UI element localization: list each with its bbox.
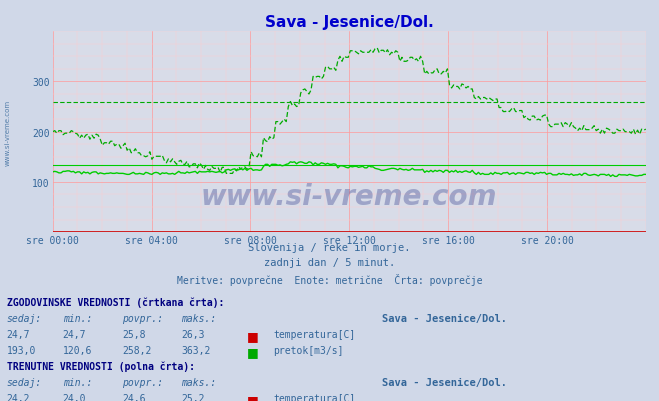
- Text: Slovenija / reke in morje.: Slovenija / reke in morje.: [248, 243, 411, 253]
- Text: 24,0: 24,0: [63, 393, 86, 401]
- Text: ■: ■: [247, 345, 259, 358]
- Text: www.si-vreme.com: www.si-vreme.com: [201, 182, 498, 210]
- Text: 26,3: 26,3: [181, 329, 205, 339]
- Text: sedaj:: sedaj:: [7, 377, 42, 387]
- Text: povpr.:: povpr.:: [122, 313, 163, 323]
- Text: 24,6: 24,6: [122, 393, 146, 401]
- Text: Sava - Jesenice/Dol.: Sava - Jesenice/Dol.: [382, 313, 507, 323]
- Text: 25,2: 25,2: [181, 393, 205, 401]
- Text: sedaj:: sedaj:: [7, 313, 42, 323]
- Text: zadnji dan / 5 minut.: zadnji dan / 5 minut.: [264, 258, 395, 268]
- Text: Meritve: povprečne  Enote: metrične  Črta: povprečje: Meritve: povprečne Enote: metrične Črta:…: [177, 273, 482, 285]
- Text: 193,0: 193,0: [7, 345, 36, 355]
- Title: Sava - Jesenice/Dol.: Sava - Jesenice/Dol.: [265, 14, 434, 30]
- Text: 24,7: 24,7: [63, 329, 86, 339]
- Text: 24,7: 24,7: [7, 329, 30, 339]
- Text: ■: ■: [247, 393, 259, 401]
- Text: 24,2: 24,2: [7, 393, 30, 401]
- Text: temperatura[C]: temperatura[C]: [273, 329, 356, 339]
- Text: ZGODOVINSKE VREDNOSTI (črtkana črta):: ZGODOVINSKE VREDNOSTI (črtkana črta):: [7, 297, 224, 307]
- Text: 25,8: 25,8: [122, 329, 146, 339]
- Text: maks.:: maks.:: [181, 377, 216, 387]
- Text: 363,2: 363,2: [181, 345, 211, 355]
- Text: min.:: min.:: [63, 313, 92, 323]
- Text: min.:: min.:: [63, 377, 92, 387]
- Text: povpr.:: povpr.:: [122, 377, 163, 387]
- Text: pretok[m3/s]: pretok[m3/s]: [273, 345, 344, 355]
- Text: TRENUTNE VREDNOSTI (polna črta):: TRENUTNE VREDNOSTI (polna črta):: [7, 361, 194, 371]
- Text: Sava - Jesenice/Dol.: Sava - Jesenice/Dol.: [382, 377, 507, 387]
- Text: ■: ■: [247, 329, 259, 342]
- Text: temperatura[C]: temperatura[C]: [273, 393, 356, 401]
- Text: 120,6: 120,6: [63, 345, 92, 355]
- Text: 258,2: 258,2: [122, 345, 152, 355]
- Text: maks.:: maks.:: [181, 313, 216, 323]
- Text: www.si-vreme.com: www.si-vreme.com: [5, 99, 11, 165]
